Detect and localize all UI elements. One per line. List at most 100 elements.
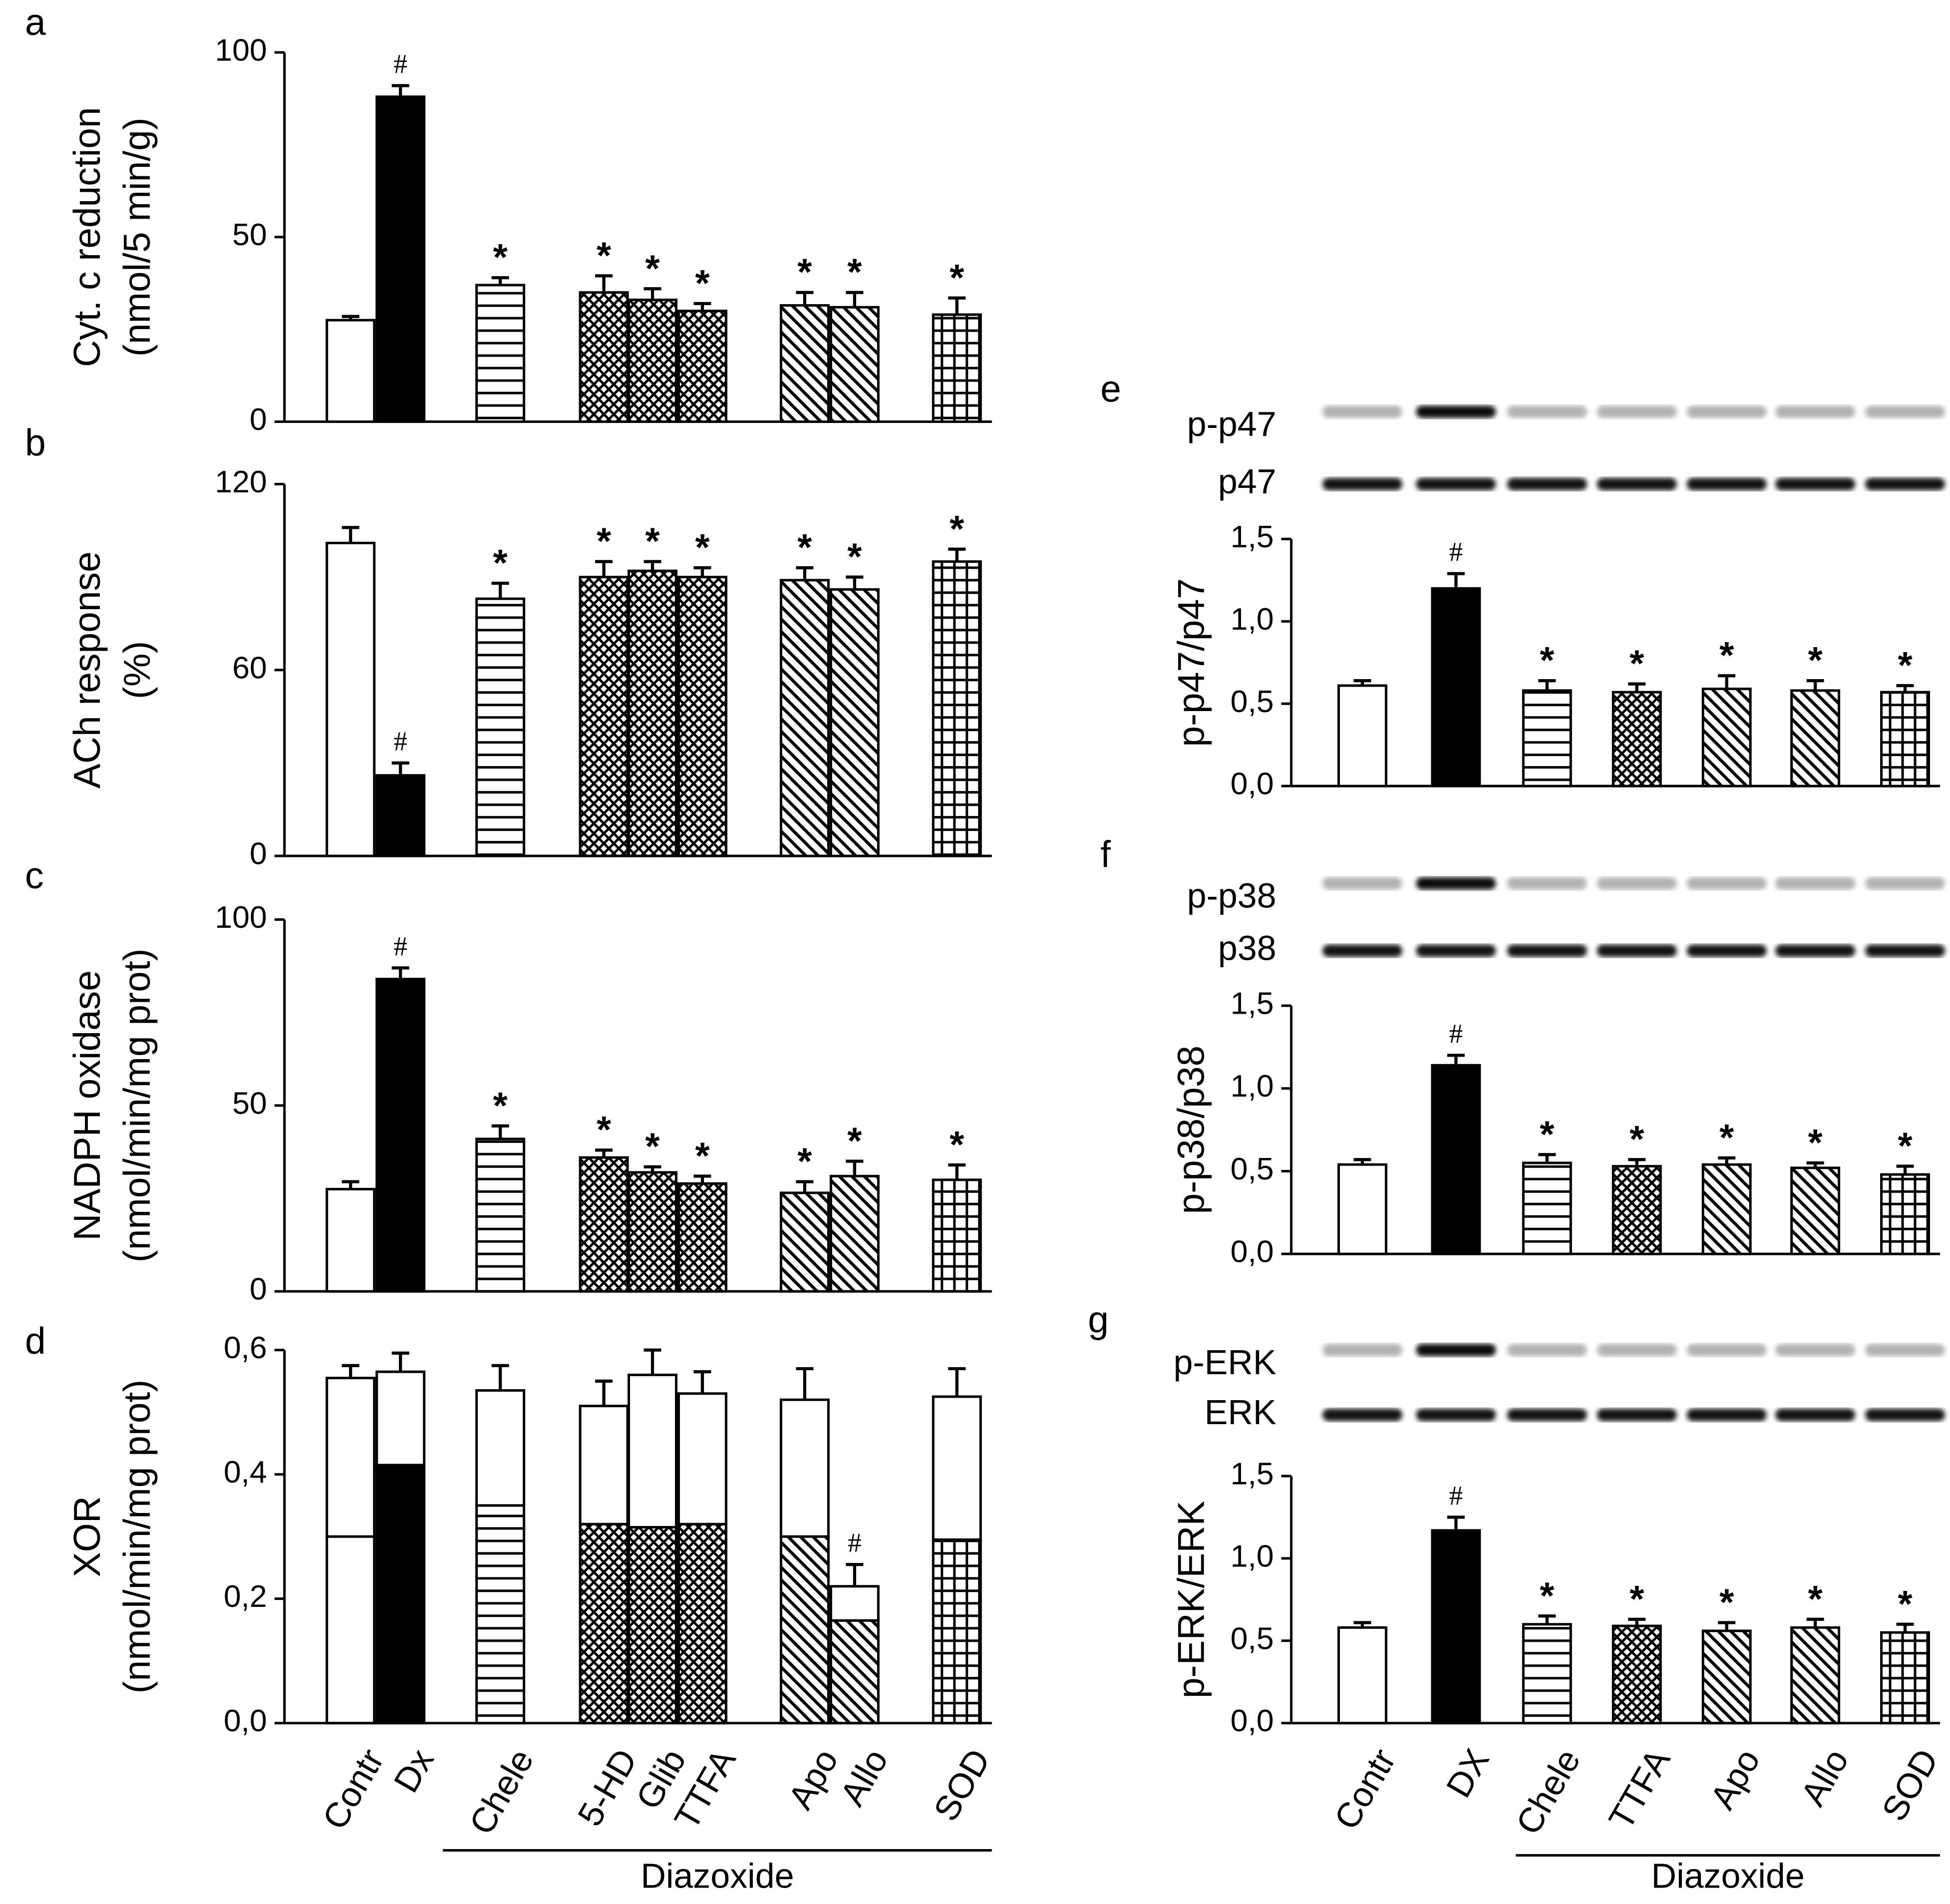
error-bar — [341, 526, 359, 543]
y-axis-label: p-p47/p47 — [1170, 578, 1212, 747]
blot-band — [1322, 877, 1402, 890]
significance-mark: * — [797, 251, 812, 293]
x-tick-label: SOD — [926, 1742, 997, 1827]
significance-mark: * — [1540, 1113, 1555, 1155]
blot-band — [1686, 944, 1767, 957]
y-tick-label: 120 — [215, 464, 267, 499]
y-tick-label: 0,4 — [224, 1455, 267, 1490]
error-bar — [391, 966, 409, 979]
significance-mark: # — [1449, 537, 1463, 567]
y-tick-label: 60 — [232, 650, 267, 685]
panel-letter: b — [25, 421, 46, 463]
significance-mark: * — [1629, 1118, 1644, 1160]
panel-letter: d — [25, 1320, 46, 1362]
blot-band — [1416, 477, 1496, 490]
blot-band — [1686, 405, 1767, 418]
blot-band — [1507, 944, 1587, 957]
y-axis-label: ACh response — [66, 551, 108, 788]
x-tick-label: Chele — [1508, 1742, 1588, 1841]
y-axis-label: p-p38/p38 — [1170, 1046, 1212, 1214]
bar — [779, 1535, 830, 1725]
bar — [932, 1395, 982, 1541]
error-bar — [948, 1163, 966, 1180]
significance-mark: * — [847, 1120, 862, 1162]
blot-band — [1507, 1344, 1587, 1357]
bar — [779, 579, 830, 857]
significance-mark: * — [1898, 1583, 1913, 1625]
error-bar — [1718, 1156, 1736, 1165]
bar — [1790, 1166, 1841, 1255]
blot-band — [1597, 1409, 1677, 1422]
bar — [779, 1191, 830, 1293]
error-bar — [948, 296, 966, 315]
bar — [579, 576, 629, 857]
error-bar — [595, 1148, 613, 1158]
y-tick-label: 0,0 — [1231, 1703, 1274, 1738]
significance-mark: * — [1719, 1117, 1734, 1158]
bar — [375, 1370, 426, 1467]
y-tick-label: 0,5 — [1231, 684, 1274, 719]
error-bar — [1538, 679, 1556, 691]
significance-mark: * — [1719, 634, 1734, 676]
panel-letter: c — [25, 854, 43, 896]
error-bar — [595, 560, 613, 577]
blot-band — [1416, 944, 1496, 957]
error-bar — [1447, 1516, 1465, 1530]
significance-mark: * — [847, 251, 862, 293]
significance-mark: * — [950, 508, 965, 550]
error-bar — [796, 1367, 814, 1400]
error-bar — [491, 276, 509, 285]
x-tick-label: Allo — [833, 1742, 896, 1812]
error-bar — [1718, 674, 1736, 689]
error-bar — [1447, 572, 1465, 589]
blot-band — [1597, 944, 1677, 957]
x-tick-label: SOD — [1874, 1742, 1946, 1827]
error-bar — [693, 1174, 711, 1184]
bar — [677, 576, 727, 857]
significance-mark: # — [1449, 1018, 1463, 1049]
y-tick-label: 1,0 — [1231, 1538, 1274, 1573]
bar — [375, 95, 426, 423]
x-tick-label: Chele — [462, 1742, 541, 1841]
y-tick-label: 0,5 — [1231, 1151, 1274, 1186]
blot-band — [1597, 477, 1677, 490]
error-bar — [644, 560, 661, 571]
error-bar — [693, 302, 711, 311]
significance-mark: * — [645, 1126, 660, 1167]
blot-label: p47 — [1218, 462, 1277, 501]
y-tick-label: 0 — [250, 836, 267, 871]
error-bar — [846, 1563, 864, 1586]
blot-label: ERK — [1205, 1393, 1277, 1432]
error-bar — [644, 1165, 661, 1172]
bar — [325, 1187, 376, 1293]
y-tick-label: 1,5 — [1231, 519, 1274, 554]
error-bar — [1806, 1161, 1824, 1168]
significance-mark: * — [1898, 644, 1913, 686]
blot-band — [1686, 877, 1767, 890]
error-bar — [391, 1351, 409, 1372]
blot-band — [1507, 877, 1587, 890]
blot-band — [1775, 944, 1856, 957]
y-tick-label: 0,6 — [224, 1330, 267, 1365]
blot-band — [1507, 1409, 1587, 1422]
bar — [1522, 689, 1572, 787]
bar — [579, 291, 629, 423]
error-bar — [491, 1124, 509, 1139]
error-bar — [1806, 1617, 1824, 1628]
error-bar — [948, 1367, 966, 1397]
blot-label: p-p47 — [1187, 404, 1277, 443]
panel-letter: f — [1100, 833, 1111, 875]
significance-mark: * — [645, 247, 660, 289]
bar — [829, 1585, 880, 1622]
significance-mark: * — [645, 520, 660, 562]
bar — [677, 310, 727, 423]
bar — [1701, 688, 1752, 787]
panel-letter: a — [25, 1, 46, 43]
panel-letter: g — [1088, 1299, 1109, 1341]
y-tick-label: 1,0 — [1231, 602, 1274, 637]
significance-mark: * — [695, 262, 710, 304]
bar — [677, 1392, 727, 1525]
significance-mark: * — [597, 520, 612, 562]
significance-mark: * — [1898, 1125, 1913, 1167]
bar — [829, 1619, 880, 1725]
